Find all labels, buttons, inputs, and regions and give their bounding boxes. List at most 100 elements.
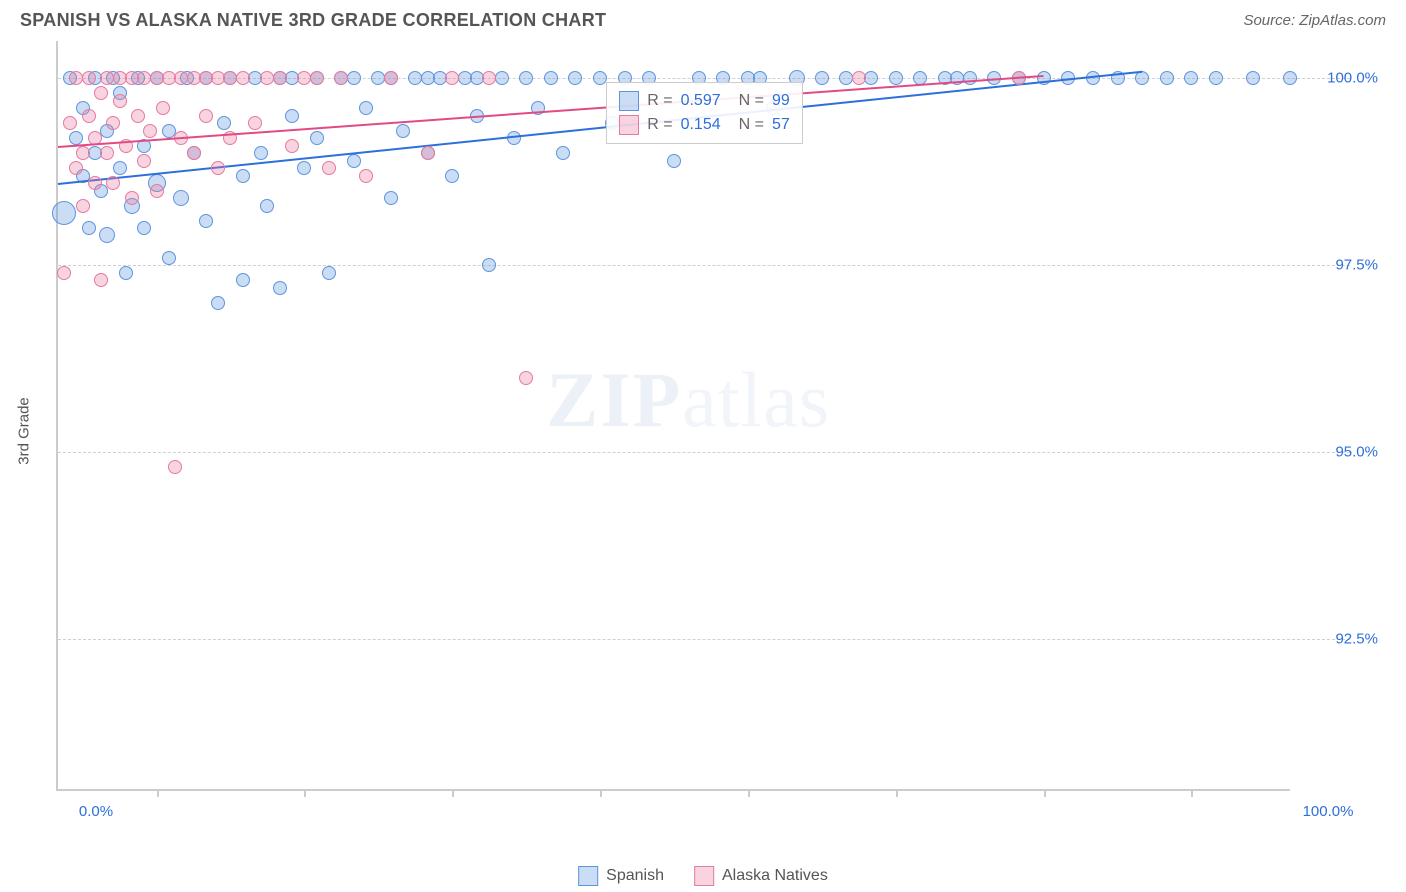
data-point [347,71,361,85]
data-point [236,71,250,85]
data-point [76,146,90,160]
data-point [113,94,127,108]
data-point [106,176,120,190]
x-tick [600,789,602,797]
data-point [297,161,311,175]
data-point [445,71,459,85]
y-tick-label: 92.5% [1335,631,1378,648]
data-point [137,221,151,235]
data-point [88,176,102,190]
data-point [519,371,533,385]
data-point [322,266,336,280]
data-point [69,161,83,175]
data-point [815,71,829,85]
y-tick-label: 95.0% [1335,444,1378,461]
y-axis-right: 92.5%95.0%97.5%100.0% [1296,41,1386,791]
data-point [106,116,120,130]
data-point [421,146,435,160]
data-point [217,116,231,130]
data-point [99,227,115,243]
gridline [58,639,1350,640]
x-tick [1044,789,1046,797]
data-point [199,109,213,123]
chart-area: 3rd Grade ZIPatlas R = 0.597N = 99R = 0.… [40,41,1386,821]
y-axis-label: 3rd Grade [16,397,33,465]
watermark: ZIPatlas [546,355,830,445]
data-point [150,184,164,198]
data-point [236,169,250,183]
data-point [211,161,225,175]
data-point [852,71,866,85]
data-point [1184,71,1198,85]
data-point [384,191,398,205]
data-point [82,71,96,85]
data-point [94,86,108,100]
x-tick [452,789,454,797]
data-point [187,146,201,160]
data-point [260,199,274,213]
gridline [58,452,1350,453]
data-point [125,191,139,205]
data-point [322,161,336,175]
data-point [143,124,157,138]
data-point [1135,71,1149,85]
x-tick-label: 100.0% [1303,803,1354,820]
stat-n-value: 57 [772,116,790,134]
stat-r-value: 0.154 [681,116,721,134]
data-point [285,139,299,153]
legend-swatch [619,91,639,111]
data-point [568,71,582,85]
data-point [1246,71,1260,85]
data-point [310,131,324,145]
data-point [168,460,182,474]
stat-r-value: 0.597 [681,92,721,110]
data-point [273,71,287,85]
chart-title: SPANISH VS ALASKA NATIVE 3RD GRADE CORRE… [20,10,606,31]
data-point [113,161,127,175]
data-point [334,71,348,85]
stat-r-label: R = [647,116,672,134]
data-point [347,154,361,168]
data-point [285,109,299,123]
data-point [131,109,145,123]
data-point [273,281,287,295]
x-tick [157,789,159,797]
data-point [199,214,213,228]
data-point [556,146,570,160]
data-point [211,296,225,310]
legend-swatch [578,866,598,886]
data-point [57,266,71,280]
data-point [94,273,108,287]
data-point [482,71,496,85]
legend-label: Alaska Natives [722,867,828,885]
data-point [162,251,176,265]
data-point [445,169,459,183]
legend-item: Spanish [578,866,664,886]
data-point [667,154,681,168]
stat-n-label: N = [739,92,764,110]
data-point [69,131,83,145]
y-tick-label: 97.5% [1335,257,1378,274]
data-point [100,146,114,160]
legend-label: Spanish [606,867,664,885]
legend-swatch [694,866,714,886]
data-point [1209,71,1223,85]
data-point [593,71,607,85]
data-point [156,101,170,115]
data-point [864,71,878,85]
data-point [82,221,96,235]
x-tick [748,789,750,797]
data-point [519,71,533,85]
source-label: Source: ZipAtlas.com [1243,12,1386,29]
data-point [248,116,262,130]
data-point [544,71,558,85]
plot-region: ZIPatlas R = 0.597N = 99R = 0.154N = 57 [56,41,1290,791]
data-point [52,201,76,225]
stat-r-label: R = [647,92,672,110]
data-point [963,71,977,85]
stat-n-label: N = [739,116,764,134]
data-point [396,124,410,138]
data-point [359,169,373,183]
data-point [119,266,133,280]
x-tick [1191,789,1193,797]
